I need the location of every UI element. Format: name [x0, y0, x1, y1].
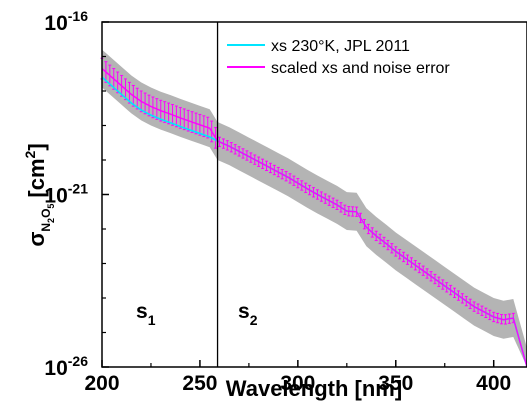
error-band-layer: [102, 49, 527, 367]
region-label-s2: s2: [238, 300, 258, 328]
series-line-jpl: [101, 76, 527, 368]
x-tick-label: 200: [84, 372, 119, 395]
y-tick-label: 10-21: [44, 181, 88, 208]
y-tick-label: 10-16: [44, 8, 88, 35]
legend: xs 230°K, JPL 2011 scaled xs and noise e…: [227, 38, 450, 77]
series-line-scaled: [101, 68, 527, 368]
legend-label-jpl: xs 230°K, JPL 2011: [271, 38, 410, 55]
svg-text:σN2O5[cm2]: σN2O5[cm2]: [22, 143, 56, 246]
y-axis-symbol: σ: [24, 232, 49, 247]
gray-error-band: [102, 49, 527, 367]
x-tick-label: 350: [378, 372, 413, 395]
axis-ticks: [101, 21, 495, 368]
series-lines-layer: [101, 68, 527, 368]
x-tick-label: 300: [280, 372, 315, 395]
x-tick-label: 250: [182, 372, 217, 395]
x-axis-title: Wavelength [nm]: [226, 376, 402, 401]
y-axis-title: σN2O5[cm2]: [22, 143, 56, 246]
y-tick-label: 10-26: [44, 353, 88, 380]
x-tick-label: 400: [476, 372, 511, 395]
region-label-s1: s1: [136, 300, 156, 328]
legend-label-scaled: scaled xs and noise error: [271, 60, 450, 77]
axis-tick-labels: 200 250 300 350 400 10-16 10-21 10-26: [44, 8, 511, 395]
